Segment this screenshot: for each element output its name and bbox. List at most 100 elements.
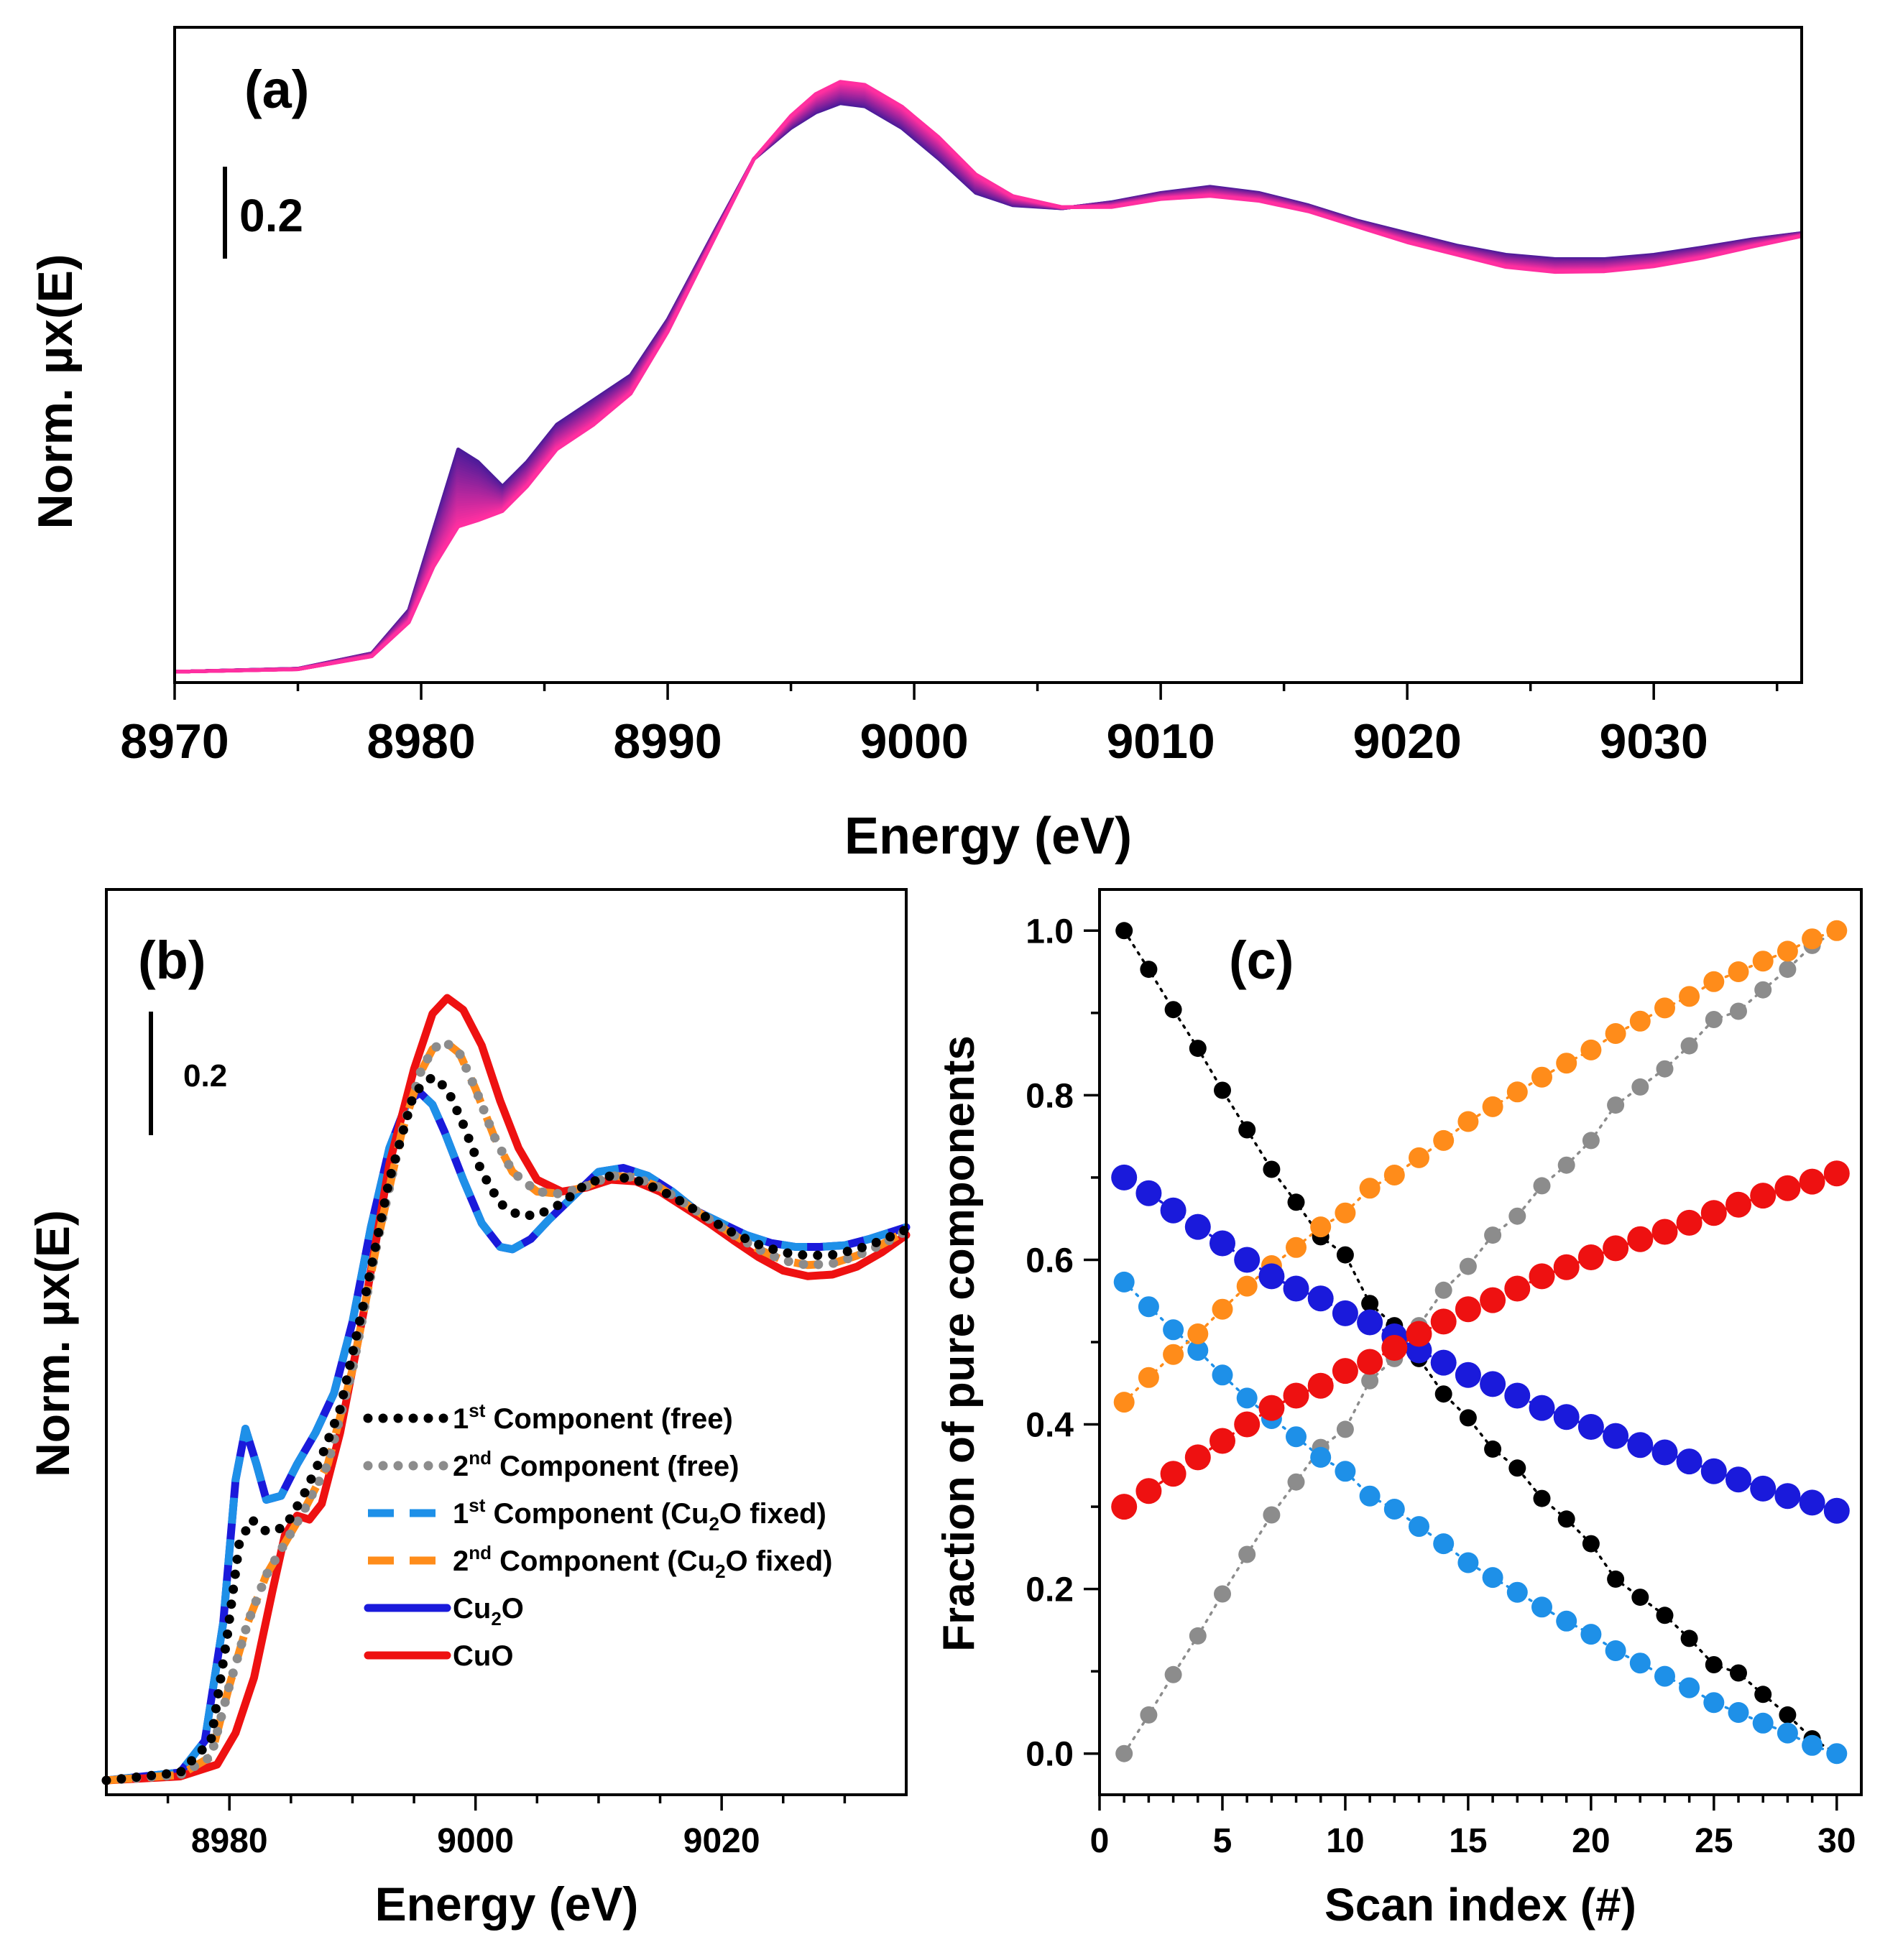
panel-c-data-point bbox=[1529, 1395, 1555, 1421]
panel-c-data-point bbox=[1725, 1466, 1751, 1493]
panel-a-x-ticks: 8970 8980 8990 9000 9010 9020 9030 bbox=[120, 683, 1779, 769]
panel-b-frame bbox=[105, 888, 908, 1796]
panel-c-data-point bbox=[1556, 1053, 1577, 1074]
panel-a-x-axis-title: Energy (eV) bbox=[844, 808, 1132, 865]
panel-c-data-point bbox=[1164, 1665, 1182, 1683]
panel-a-x-tick-label: 9030 bbox=[1600, 714, 1708, 769]
panel-c-x-tick-label: 15 bbox=[1449, 1822, 1487, 1860]
panel-c-data-point bbox=[1381, 1335, 1408, 1361]
legend-entry-label: Cu2O bbox=[453, 1593, 524, 1630]
legend-entry-label: 1st Component (Cu2O fixed) bbox=[453, 1494, 826, 1535]
panel-c-data-point bbox=[1754, 1686, 1772, 1704]
panel-c-data-point bbox=[1209, 1230, 1235, 1257]
panel-c-data-point bbox=[1234, 1247, 1261, 1273]
panel-c-data-point bbox=[1332, 1300, 1358, 1326]
panel-c-data-point bbox=[1676, 1209, 1702, 1236]
panel-c-data-point bbox=[1434, 1281, 1452, 1299]
panel-c: 0 5 10 15 20 25 30 0.0 0.2 0.4 0.6 0.8 1.0 (c) Scan … bbox=[934, 888, 1863, 1931]
panel-c-data-point bbox=[1629, 1010, 1651, 1032]
panel-c-data-point bbox=[1480, 1287, 1506, 1313]
panel-c-data-point bbox=[1357, 1309, 1383, 1336]
panel-c-data-point bbox=[1779, 1706, 1797, 1724]
panel-c-data-point bbox=[1135, 1180, 1162, 1206]
panel-c-data-point bbox=[1283, 1382, 1309, 1409]
panel-c-data-point bbox=[1557, 1156, 1575, 1174]
panel-c-data-point bbox=[1336, 1420, 1354, 1438]
panel-c-data-point bbox=[1187, 1340, 1209, 1361]
panel-c-data-point bbox=[1140, 961, 1158, 979]
panel-c-data-point bbox=[1754, 981, 1772, 999]
panel-c-data-point bbox=[1506, 1081, 1528, 1103]
panel-c-data-point bbox=[1779, 961, 1797, 979]
panel-c-data-point bbox=[1705, 1011, 1723, 1028]
panel-c-data-point bbox=[1553, 1254, 1580, 1280]
panel-a-plot-area bbox=[174, 80, 1802, 674]
panel-c-data-point bbox=[1335, 1202, 1356, 1224]
panel-b-series-line bbox=[101, 1072, 911, 1785]
panel-b-y-axis-title: Norm. µx(E) bbox=[26, 1210, 79, 1477]
panel-c-data-point bbox=[1115, 922, 1133, 940]
panel-c-data-point bbox=[1135, 1478, 1162, 1504]
legend-entry-label: CuO bbox=[453, 1640, 513, 1672]
panel-c-data-point bbox=[1799, 1168, 1825, 1195]
panel-c-y-tick-label: 0.2 bbox=[1026, 1571, 1074, 1609]
panel-b-series-line bbox=[106, 1088, 908, 1785]
panel-b-x-tick-label: 9000 bbox=[437, 1822, 514, 1860]
panel-c-data-point bbox=[1580, 1624, 1602, 1645]
panel-c-data-point bbox=[1406, 1321, 1432, 1347]
panel-c-data-point bbox=[1508, 1207, 1526, 1225]
panel-c-data-point bbox=[1409, 1516, 1429, 1538]
panel-c-data-point bbox=[1679, 986, 1700, 1007]
panel-c-data-point bbox=[1725, 1191, 1751, 1218]
panel-c-data-point bbox=[1138, 1296, 1159, 1318]
legend-entry-label: 2nd Component (free) bbox=[453, 1447, 739, 1482]
panel-c-data-point bbox=[1307, 1285, 1334, 1312]
panel-c-data-point bbox=[1533, 1177, 1551, 1195]
panel-c-data-point bbox=[1212, 1364, 1233, 1386]
panel-a-x-tick-label: 8970 bbox=[120, 714, 229, 769]
panel-c-data-point bbox=[1607, 1096, 1625, 1114]
panel-c-data-point bbox=[1603, 1423, 1629, 1449]
panel-c-data-point bbox=[1728, 961, 1749, 982]
panel-c-y-tick-label: 0.6 bbox=[1026, 1242, 1074, 1280]
panel-c-ticks: 0 5 10 15 20 25 30 0.0 0.2 0.4 0.6 0.8 1.0 bbox=[1026, 912, 1856, 1860]
panel-c-data-point bbox=[1434, 1385, 1452, 1403]
panel-c-data-point bbox=[1705, 1656, 1723, 1673]
panel-c-data-point bbox=[1577, 1244, 1604, 1270]
panel-c-data-point bbox=[1433, 1533, 1455, 1555]
panel-c-data-point bbox=[1111, 1494, 1138, 1520]
panel-c-data-point bbox=[1774, 1483, 1801, 1510]
panel-c-data-point bbox=[1164, 1001, 1182, 1019]
panel-c-y-axis-title: Fraction of pure components bbox=[934, 1035, 984, 1652]
panel-c-data-point bbox=[1238, 1545, 1256, 1563]
panel-b-x-tick-label: 8980 bbox=[191, 1822, 268, 1860]
panel-c-data-point bbox=[1113, 1392, 1135, 1413]
panel-a-x-tick-label: 8980 bbox=[367, 714, 475, 769]
panel-c-data-point bbox=[1111, 1164, 1138, 1191]
panel-c-data-point bbox=[1777, 940, 1798, 962]
panel-c-data-point bbox=[1163, 1319, 1184, 1341]
panel-c-data-point bbox=[1258, 1263, 1285, 1290]
panel-c-data-point bbox=[1459, 1409, 1477, 1427]
legend-entry-label: 1st Component (free) bbox=[453, 1400, 733, 1435]
panel-c-data-point bbox=[1484, 1226, 1502, 1244]
panel-a-frame bbox=[173, 26, 1803, 684]
panel-c-data-point bbox=[1287, 1473, 1305, 1491]
panel-c-data-point bbox=[1605, 1023, 1626, 1044]
panel-b: 8980 9000 9020 1st Component (free) 2nd Com… bbox=[26, 888, 911, 1931]
panel-c-data-point bbox=[1802, 928, 1823, 950]
panel-c-data-point bbox=[1189, 1040, 1207, 1058]
panel-c-data-point bbox=[1160, 1197, 1187, 1224]
panel-c-x-tick-label: 10 bbox=[1326, 1822, 1364, 1860]
panel-c-data-point bbox=[1580, 1039, 1602, 1060]
panel-a-x-tick-label: 9000 bbox=[860, 714, 968, 769]
panel-c-y-tick-label: 1.0 bbox=[1026, 912, 1074, 951]
panel-a-scale-bar-label: 0.2 bbox=[239, 190, 303, 241]
panel-c-data-point bbox=[1383, 1165, 1405, 1185]
panel-c-data-point bbox=[1654, 997, 1675, 1019]
panel-c-data-point bbox=[1286, 1236, 1307, 1258]
panel-c-data-point bbox=[1480, 1371, 1506, 1397]
panel-a-x-tick-label: 9020 bbox=[1353, 714, 1462, 769]
panel-c-data-point bbox=[1234, 1411, 1261, 1438]
